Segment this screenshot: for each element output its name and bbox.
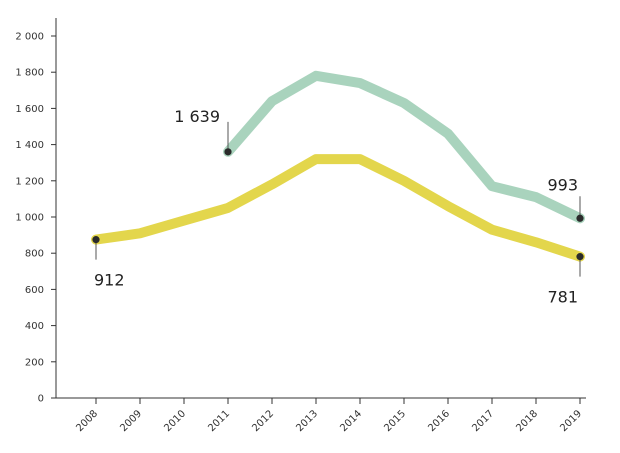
y-ticks: 0 200 400 600 800 1 000 1 200 1 400 1 600 1 800 2 …: [15, 32, 56, 405]
data-label: 1 639: [174, 107, 220, 126]
series-layer: [91, 70, 585, 262]
data-point-marker: [224, 148, 232, 156]
y-tick-label: 200: [25, 357, 44, 368]
data-point-marker: [92, 236, 100, 244]
y-tick-label: 1 000: [15, 213, 44, 224]
series-line-1: [223, 70, 585, 224]
series-line-2: [91, 154, 585, 262]
y-tick-label: 800: [25, 249, 44, 260]
x-tick-label: 2013: [294, 408, 320, 434]
x-tick-label: 2008: [74, 408, 100, 434]
x-tick-label: 2014: [338, 408, 364, 434]
y-tick-label: 1 200: [15, 176, 44, 187]
y-tick-label: 1 800: [15, 68, 44, 79]
annotation-layer: 1 639 993 912 781: [92, 107, 584, 307]
y-tick-label: 2 000: [15, 32, 44, 43]
x-tick-label: 2017: [470, 408, 496, 434]
x-tick-label: 2016: [426, 408, 452, 434]
y-tick-label: 0: [38, 394, 44, 405]
x-ticks: 2008 2009 2010 2011 2012 2013 2014 2015 2016 2017…: [74, 398, 584, 434]
y-tick-label: 1 600: [15, 104, 44, 115]
data-label: 993: [547, 175, 578, 194]
axes: [55, 18, 586, 399]
y-tick-label: 1 400: [15, 140, 44, 151]
x-tick-label: 2019: [558, 408, 584, 434]
data-point-marker: [576, 253, 584, 261]
x-tick-label: 2011: [206, 408, 232, 434]
y-tick-label: 600: [25, 285, 44, 296]
data-point-marker: [576, 214, 584, 222]
data-label: 781: [547, 288, 578, 307]
y-tick-label: 400: [25, 321, 44, 332]
x-tick-label: 2012: [250, 408, 276, 434]
data-label: 912: [94, 271, 125, 290]
x-tick-label: 2009: [118, 408, 144, 434]
x-tick-label: 2010: [162, 408, 188, 434]
x-tick-label: 2015: [382, 408, 408, 434]
x-tick-label: 2018: [514, 408, 540, 434]
